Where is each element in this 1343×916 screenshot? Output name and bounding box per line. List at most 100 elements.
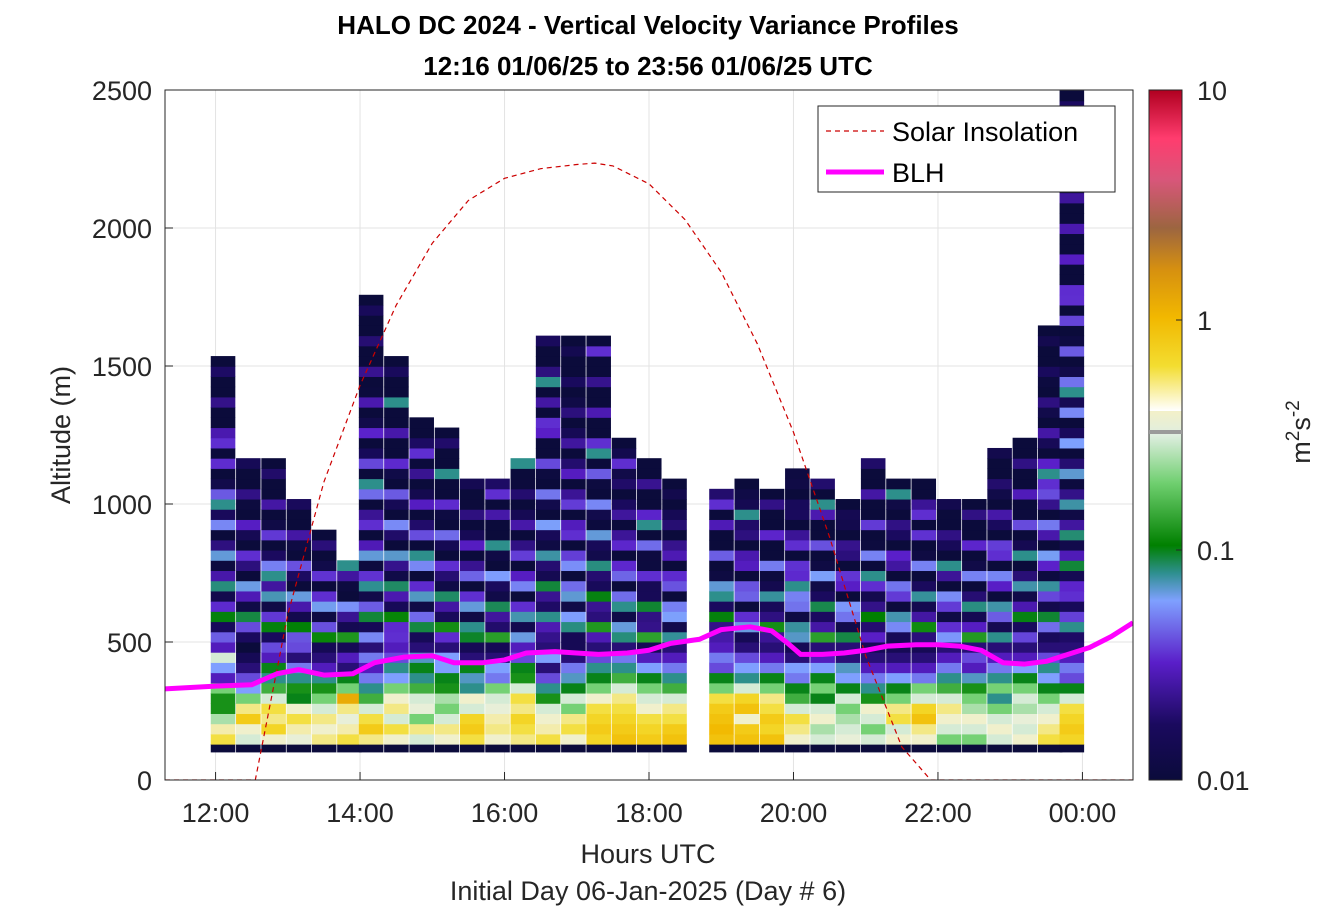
heatmap-cell (835, 509, 861, 520)
heatmap-cell (535, 693, 561, 704)
heatmap-cell (734, 733, 760, 745)
heatmap-cell (586, 723, 611, 735)
heatmap-cell (459, 631, 485, 643)
heatmap-cell (434, 682, 460, 694)
heatmap-cell (358, 601, 384, 612)
heatmap-cell (409, 458, 434, 469)
heatmap-cell (860, 590, 886, 602)
heatmap-cell (1037, 356, 1063, 367)
heatmap-cell (561, 744, 586, 753)
heatmap-cell (286, 509, 312, 520)
heatmap-cell (286, 682, 312, 694)
heatmap-cell (785, 662, 810, 674)
heatmap-cell (384, 621, 409, 633)
heatmap-cell (409, 447, 434, 459)
colorbar-gradient (1148, 89, 1183, 781)
heatmap-cell (459, 703, 485, 714)
heatmap-cell (510, 601, 536, 612)
x-axis-label: Hours UTC (580, 839, 715, 869)
heatmap-cell (936, 580, 962, 592)
heatmap-cell (936, 703, 962, 714)
heatmap-cell (987, 580, 1012, 592)
heatmap-cell (662, 560, 687, 572)
heatmap-cell (485, 539, 510, 551)
heatmap-cell (561, 682, 586, 694)
heatmap-cell (210, 621, 236, 633)
heatmap-cell (709, 570, 734, 582)
heatmap-cell (586, 335, 611, 347)
heatmap-cell (261, 550, 286, 561)
heatmap-cell (785, 672, 810, 684)
heatmap-cell (236, 519, 261, 531)
heatmap-cell (586, 703, 611, 714)
heatmap-cell (311, 550, 337, 561)
heatmap-cell (1059, 488, 1085, 500)
heatmap-cell (911, 590, 937, 602)
heatmap-cell (261, 509, 286, 520)
heatmap-cell (1059, 366, 1085, 377)
heatmap-cell (835, 621, 861, 633)
heatmap-cell (485, 682, 510, 694)
heatmap-cell (1059, 601, 1085, 612)
heatmap-cell (358, 733, 384, 745)
heatmap-cell (210, 447, 236, 459)
heatmap-cell (434, 621, 460, 633)
heatmap-cell (434, 652, 460, 663)
heatmap-cell (810, 693, 835, 704)
heatmap-cell (384, 723, 409, 735)
heatmap-cell (358, 580, 384, 592)
heatmap-cell (1037, 325, 1063, 337)
heatmap-cell (911, 642, 937, 653)
heatmap-cell (987, 682, 1012, 694)
overlay-lines (165, 162, 1133, 780)
heatmap-cell (286, 611, 312, 623)
heatmap-cell (586, 509, 611, 520)
heatmap-cell (535, 580, 561, 592)
heatmap-cell (785, 560, 810, 572)
heatmap-cell (510, 682, 536, 694)
heatmap-cell (709, 682, 734, 694)
heatmap-cell (1059, 621, 1085, 633)
heatmap-cell (709, 488, 734, 500)
heatmap-cell (459, 672, 485, 684)
heatmap-cell (286, 733, 312, 745)
heatmap-cell (409, 417, 434, 429)
heatmap-cell (586, 447, 611, 459)
heatmap-cell (911, 611, 937, 623)
heatmap-cell (785, 631, 810, 643)
heatmap-cell (962, 519, 987, 531)
heatmap-cell (236, 733, 261, 745)
heatmap-cell (1037, 417, 1063, 429)
heatmap-cell (286, 621, 312, 633)
heatmap-cell (561, 621, 586, 633)
heatmap-cell (987, 590, 1012, 602)
heatmap-cell (358, 325, 384, 337)
heatmap-cell (1037, 427, 1063, 439)
heatmap-cell (485, 590, 510, 602)
heatmap-cell (662, 519, 687, 531)
heatmap-cell (759, 662, 785, 674)
heatmap-cell (337, 580, 362, 592)
heatmap-cell (210, 672, 236, 684)
heatmap-cell (459, 570, 485, 582)
heatmap-cell (535, 744, 561, 753)
heatmap-cell (1012, 478, 1038, 490)
heatmap-cell (485, 550, 510, 561)
heatmap-cell (987, 733, 1012, 745)
heatmap-cell (1012, 713, 1038, 725)
heatmap-cell (1037, 590, 1063, 602)
heatmap-cell (810, 733, 835, 745)
legend-blh-label: BLH (892, 158, 945, 188)
heatmap-cell (210, 468, 236, 480)
heatmap-cell (210, 652, 236, 663)
heatmap-cell (1059, 682, 1085, 694)
heatmap-cell (261, 703, 286, 714)
heatmap-cell (1059, 539, 1085, 551)
heatmap-cell (1012, 662, 1038, 674)
heatmap-cell (384, 560, 409, 572)
heatmap-cell (311, 560, 337, 572)
heatmap-cell (734, 488, 760, 500)
heatmap-cell (358, 631, 384, 643)
heatmap-cell (586, 590, 611, 602)
heatmap-cell (210, 356, 236, 367)
